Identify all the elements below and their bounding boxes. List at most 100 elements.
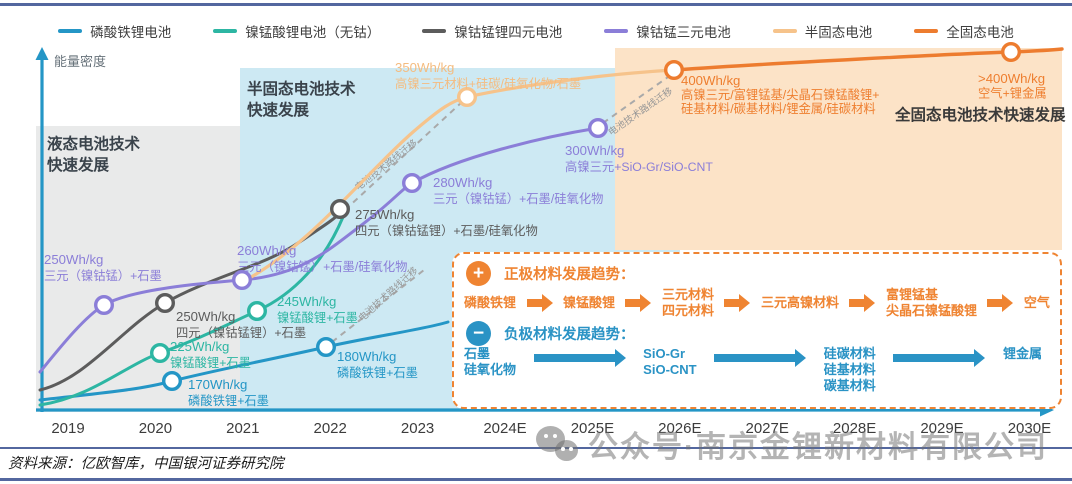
data-point-marker <box>246 301 267 322</box>
flow-arrow-icon <box>526 293 553 312</box>
legend-item-4: 半固态电池 <box>772 21 873 41</box>
cathode-trend-title: 正极材料发展趋势： <box>504 267 635 283</box>
trend-step: SiO-Gr SiO-CNT <box>643 346 697 377</box>
trend-step: 硅碳材料 硅基材料 碳基材料 <box>823 346 876 393</box>
data-point-marker <box>161 371 182 392</box>
series-curve-镍锰酸锂电池（无钴） <box>38 215 345 407</box>
flow-arrow-icon <box>724 293 751 312</box>
region-all-solid <box>615 48 1062 250</box>
x-tick-2021: 2021 <box>226 420 259 437</box>
legend-label: 磷酸铁锂电池 <box>90 25 172 40</box>
point-label-7: 180Wh/kg 磷酸铁锂+石墨 <box>337 349 418 380</box>
point-label-11: 400Wh/kg 高镍三元/富锂锰基/尖晶石镍锰酸锂+硅基材料/碳基材料/锂金属/… <box>681 73 879 116</box>
legend-dash-icon <box>213 29 238 33</box>
data-point-marker <box>664 60 685 81</box>
source-note: 资料来源：亿欧智库，中国银河证券研究院 <box>8 456 284 472</box>
y-axis-arrow-icon <box>35 47 49 60</box>
legend-dash-icon <box>772 29 797 33</box>
point-label-0: 250Wh/kg 三元（镍钴锰）+石墨 <box>44 252 162 283</box>
point-label-2: 250Wh/kg 四元（镍钴锰锂）+石墨 <box>176 309 306 340</box>
point-label-10: 350Wh/kg 高镍三元材料+硅碳/硅氧化物/石墨 <box>395 60 581 91</box>
trend-step: 三元高镍材料 <box>760 294 839 310</box>
minus-icon: − <box>466 321 491 346</box>
point-label-6: 170Wh/kg 磷酸铁锂+石墨 <box>188 377 269 408</box>
flow-arrow-icon <box>625 293 652 312</box>
bottom-border-line <box>0 478 1072 481</box>
point-label-8: 280Wh/kg 三元（镍钴锰）+石墨/硅氧化物 <box>433 175 603 206</box>
data-point-marker <box>1001 42 1022 63</box>
legend-label: 镍锰酸锂电池（无钴） <box>245 25 381 40</box>
data-point-marker <box>316 337 337 358</box>
cathode-trend-header: + 正极材料发展趋势： <box>466 261 635 286</box>
data-point-marker <box>231 270 252 291</box>
anode-trend-header: − 负极材料发展趋势： <box>466 321 635 346</box>
x-tick-2025E: 2025E <box>571 420 614 437</box>
data-point-marker <box>154 293 175 314</box>
point-label-9: 300Wh/kg 高镍三元+SiO-Gr/SiO-CNT <box>565 143 713 174</box>
migration-dashed-line-1 <box>331 269 425 343</box>
x-tick-2019: 2019 <box>51 420 84 437</box>
data-point-marker <box>93 295 114 316</box>
region-label-all-solid: 全固态电池技术快速发展 <box>894 105 1066 124</box>
plus-icon: + <box>466 261 491 286</box>
x-tick-2029E: 2029E <box>920 420 963 437</box>
point-label-3: 275Wh/kg 四元（镍钴锰锂）+石墨/硅氧化物 <box>355 207 538 238</box>
flow-arrow-icon <box>849 293 876 312</box>
legend-dash-icon <box>604 29 629 33</box>
flow-arrow-icon <box>714 349 807 367</box>
point-label-5: 245Wh/kg 镍锰酸锂+石墨 <box>277 294 358 325</box>
x-tick-2020: 2020 <box>139 420 172 437</box>
trend-step: 三元材料 四元材料 <box>661 287 714 318</box>
trend-step: 磷酸铁锂 <box>464 294 517 310</box>
trend-step: 富锂锰基 尖晶石镍锰酸锂 <box>885 287 977 318</box>
migration-dashed-line-0 <box>344 101 463 211</box>
material-trend-box: + 正极材料发展趋势： 磷酸铁锂 镍锰酸锂 三元材料 四元材料 三元高镍材料 富锂锰基 尖晶… <box>452 252 1062 409</box>
trend-step: 锂金属 <box>1002 346 1042 361</box>
x-tick-2022: 2022 <box>314 420 347 437</box>
trend-step: 石墨 硅氧化物 <box>464 346 517 377</box>
y-axis-label: 能量密度 <box>54 54 106 69</box>
cathode-trend-flow: 磷酸铁锂 镍锰酸锂 三元材料 四元材料 三元高镍材料 富锂锰基 尖晶石镍锰酸锂 空气 <box>464 287 1050 319</box>
chart-legend: 磷酸铁锂电池 镍锰酸锂电池（无钴） 镍钴锰锂四元电池 镍钴锰三元电池 半固态电池 全固态电… <box>0 21 1072 41</box>
legend-label: 半固态电池 <box>804 25 873 40</box>
flow-arrow-icon <box>533 349 626 367</box>
legend-item-1: 镍锰酸锂电池（无钴） <box>213 21 380 41</box>
data-point-marker <box>402 172 423 193</box>
legend-label: 全固态电池 <box>946 25 1014 40</box>
series-curve-全固态电池 <box>672 47 1064 72</box>
legend-label: 镍钴锰锂四元电池 <box>454 25 563 40</box>
data-point-marker <box>330 198 351 219</box>
trend-step: 空气 <box>1023 294 1050 310</box>
series-curve-磷酸铁锂电池 <box>38 320 450 402</box>
legend-item-0: 磷酸铁锂电池 <box>58 21 171 41</box>
legend-dash-icon <box>58 29 83 33</box>
top-border-line <box>0 3 1072 6</box>
region-label-liquid: 液态电池技术快速发展 <box>47 134 141 174</box>
flow-arrow-icon <box>893 349 986 367</box>
data-point-marker <box>457 86 478 107</box>
series-curve-半固态电池 <box>242 68 675 283</box>
data-point-marker <box>149 343 170 364</box>
legend-dash-icon <box>422 29 447 33</box>
anode-trend-title: 负极材料发展趋势： <box>504 327 635 343</box>
data-point-marker <box>588 117 609 138</box>
x-tick-2028E: 2028E <box>833 420 876 437</box>
point-label-1: 260Wh/kg 三元（镍钴锰）+石墨/硅氧化物 <box>237 243 407 274</box>
legend-item-2: 镍钴锰锂四元电池 <box>422 21 562 41</box>
x-tick-2026E: 2026E <box>658 420 701 437</box>
migration-dashed-line-2 <box>602 76 669 124</box>
flow-arrow-icon <box>987 293 1014 312</box>
legend-item-5: 全固态电池 <box>914 21 1014 41</box>
x-tick-2027E: 2027E <box>746 420 789 437</box>
point-label-12: >400Wh/kg 空气+锂金属 <box>978 71 1047 101</box>
point-label-4: 225Wh/kg 镍锰酸锂+石墨 <box>170 339 251 370</box>
x-tick-2023: 2023 <box>401 420 434 437</box>
anode-trend-flow: 石墨 硅氧化物 SiO-Gr SiO-CNT 硅碳材料 硅基材料 碳基材料 锂金属 <box>464 346 1042 394</box>
region-label-semi-solid: 半固态电池技术快速发展 <box>247 79 356 119</box>
legend-label: 镍钴锰三元电池 <box>636 25 731 40</box>
legend-item-3: 镍钴锰三元电池 <box>604 21 731 41</box>
trend-step: 镍锰酸锂 <box>562 294 615 310</box>
x-tick-2024E: 2024E <box>483 420 526 437</box>
